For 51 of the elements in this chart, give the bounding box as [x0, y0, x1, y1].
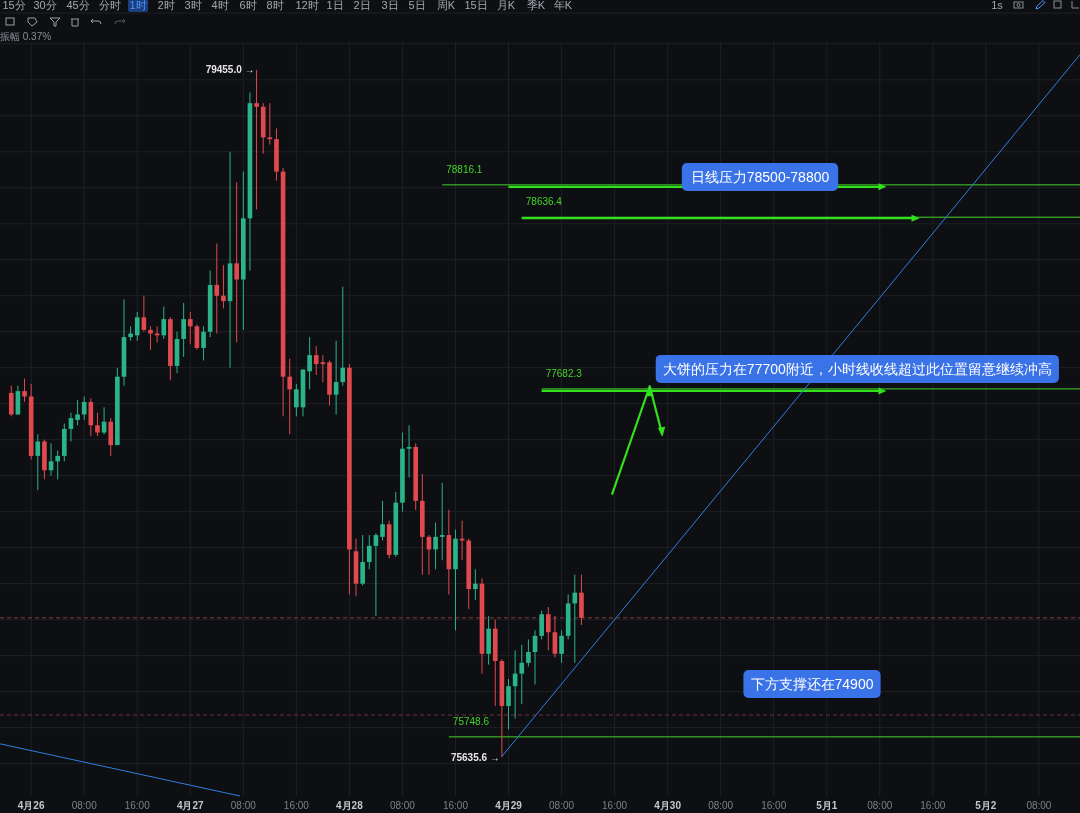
text: 3时 [184, 0, 202, 11]
text: 45分 [66, 0, 90, 11]
x-tick-label: 08:00 [867, 800, 893, 811]
text: 15分 [2, 0, 26, 11]
text: 年K [553, 0, 573, 11]
x-tick-label: 08:00 [1026, 800, 1052, 811]
x-tick-label: 08:00 [708, 800, 734, 811]
annotation: 75635.6 → [450, 751, 500, 763]
text: 周K [436, 0, 456, 11]
x-tick-label: 16:00 [602, 800, 628, 811]
x-tick-label: 4月28 [336, 800, 364, 811]
ref-line-label: 75748.6 [452, 715, 490, 727]
text: 12时 [295, 0, 319, 11]
x-tick-label: 16:00 [283, 800, 310, 811]
text: 4时 [211, 0, 229, 11]
ref-line-label: 77682.3 [545, 367, 583, 379]
x-tick-label: 08:00 [71, 800, 98, 811]
ref-line-label: 78816.1 [446, 163, 483, 175]
x-tick-label: 4月26 [17, 800, 45, 811]
x-tick-label: 4月30 [654, 800, 682, 811]
text: 8时 [266, 0, 284, 11]
x-tick-label: 5月1 [816, 800, 838, 811]
x-tick-label: 16:00 [920, 800, 946, 811]
x-tick-label: 5月2 [975, 800, 997, 811]
x-tick-label: 08:00 [389, 800, 416, 811]
x-tick-label: 16:00 [761, 800, 787, 811]
text: 1s [991, 0, 1004, 11]
text: 1时 [129, 0, 147, 11]
text: 2日 [353, 0, 371, 11]
text: 30分 [33, 0, 57, 11]
text: 3日 [381, 0, 399, 11]
annotation: 79455.0 → [205, 64, 255, 76]
ref-line-label: 78636.4 [525, 196, 563, 208]
text: 2时 [157, 0, 175, 11]
x-tick-label: 08:00 [230, 800, 257, 811]
x-tick-label: 16:00 [124, 800, 151, 811]
annotation: 大饼的压力在77700附近，小时线收线超过此位置留意继续冲高 [662, 360, 1052, 377]
x-tick-label: 4月29 [495, 800, 523, 811]
chart-subtitle: 振幅 0.37% [0, 31, 52, 42]
text: 15日 [464, 0, 488, 11]
text: 1日 [326, 0, 344, 11]
x-tick-label: 4月27 [176, 800, 205, 811]
x-tick-label: 08:00 [549, 800, 575, 811]
text: 季K [526, 0, 546, 11]
annotation: 日线压力78500-78800 [690, 169, 830, 185]
annotation: 下方支撑还在74900 [750, 676, 874, 692]
text: 月K [496, 0, 516, 11]
text: 分时 [99, 0, 121, 11]
text: 6时 [239, 0, 257, 11]
text: 5日 [408, 0, 426, 11]
x-tick-label: 16:00 [442, 800, 469, 811]
